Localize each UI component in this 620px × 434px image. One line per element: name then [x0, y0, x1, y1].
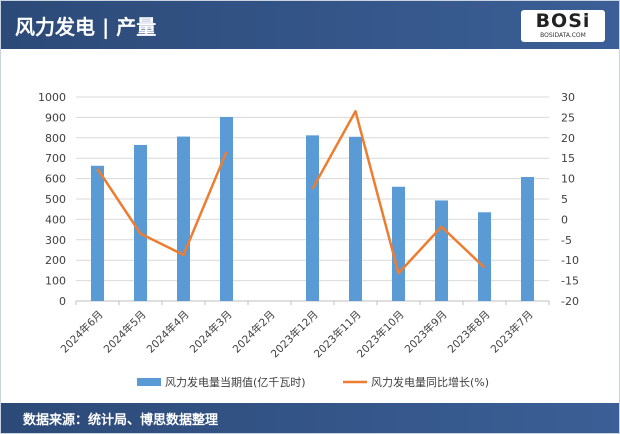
- bar: [177, 136, 190, 301]
- bar: [521, 176, 534, 301]
- right-tick-label: 20: [561, 132, 575, 145]
- right-tick-label: 15: [561, 152, 575, 165]
- header-bar: 风力发电 | 产量 BOSi BOSIDATA.COM: [1, 1, 619, 49]
- data-source: 数据来源：统计局、博思数据整理: [23, 413, 219, 428]
- footer-bar: 数据来源：统计局、博思数据整理: [1, 403, 619, 433]
- x-tick-label: 2023年10月: [354, 308, 406, 360]
- x-tick-label: 2024年3月: [187, 308, 235, 356]
- page-title: 风力发电 | 产量: [15, 15, 157, 39]
- right-tick-label: -15: [561, 275, 579, 288]
- left-tick-label: 300: [45, 234, 66, 247]
- x-tick-label: 2023年11月: [311, 308, 363, 360]
- legend-bar-label: 风力发电量当期值(亿千瓦时): [165, 375, 306, 389]
- bar: [478, 212, 491, 301]
- x-tick-label: 2023年12月: [268, 308, 320, 360]
- bar: [91, 165, 104, 301]
- left-tick-label: 600: [45, 173, 66, 186]
- left-tick-label: 100: [45, 275, 66, 288]
- x-tick-label: 2024年4月: [144, 308, 192, 356]
- right-tick-label: 10: [561, 173, 575, 186]
- bar: [435, 200, 448, 301]
- left-tick-label: 400: [45, 213, 66, 226]
- right-tick-label: 30: [561, 91, 575, 104]
- left-tick-label: 900: [45, 111, 66, 124]
- bar: [349, 136, 362, 301]
- left-tick-label: 500: [45, 193, 66, 206]
- bar: [306, 135, 319, 301]
- x-tick-label: 2023年9月: [402, 308, 450, 356]
- left-tick-label: 700: [45, 152, 66, 165]
- left-tick-label: 1000: [38, 91, 66, 104]
- legend-line-label: 风力发电量同比增长(%): [371, 375, 489, 389]
- logo: BOSi BOSIDATA.COM: [521, 10, 605, 42]
- line-series: [96, 151, 228, 257]
- legend-bar-swatch: [137, 378, 161, 386]
- right-tick-label: 25: [561, 111, 575, 124]
- x-tick-label: 2023年7月: [488, 308, 536, 356]
- right-tick-label: -20: [561, 295, 579, 308]
- left-tick-label: 200: [45, 254, 66, 267]
- right-tick-label: 5: [561, 193, 568, 206]
- x-tick-label: 2024年2月: [230, 308, 278, 356]
- bar: [134, 144, 147, 301]
- x-tick-label: 2023年8月: [445, 308, 493, 356]
- right-tick-label: -5: [561, 234, 572, 247]
- x-tick-label: 2024年5月: [101, 308, 149, 356]
- left-tick-label: 800: [45, 132, 66, 145]
- bar: [220, 116, 233, 301]
- left-tick-label: 0: [59, 295, 66, 308]
- x-tick-label: 2024年6月: [58, 308, 106, 356]
- right-tick-label: -10: [561, 254, 579, 267]
- line-series: [311, 110, 486, 275]
- right-tick-label: 0: [561, 213, 568, 226]
- bar: [392, 186, 405, 301]
